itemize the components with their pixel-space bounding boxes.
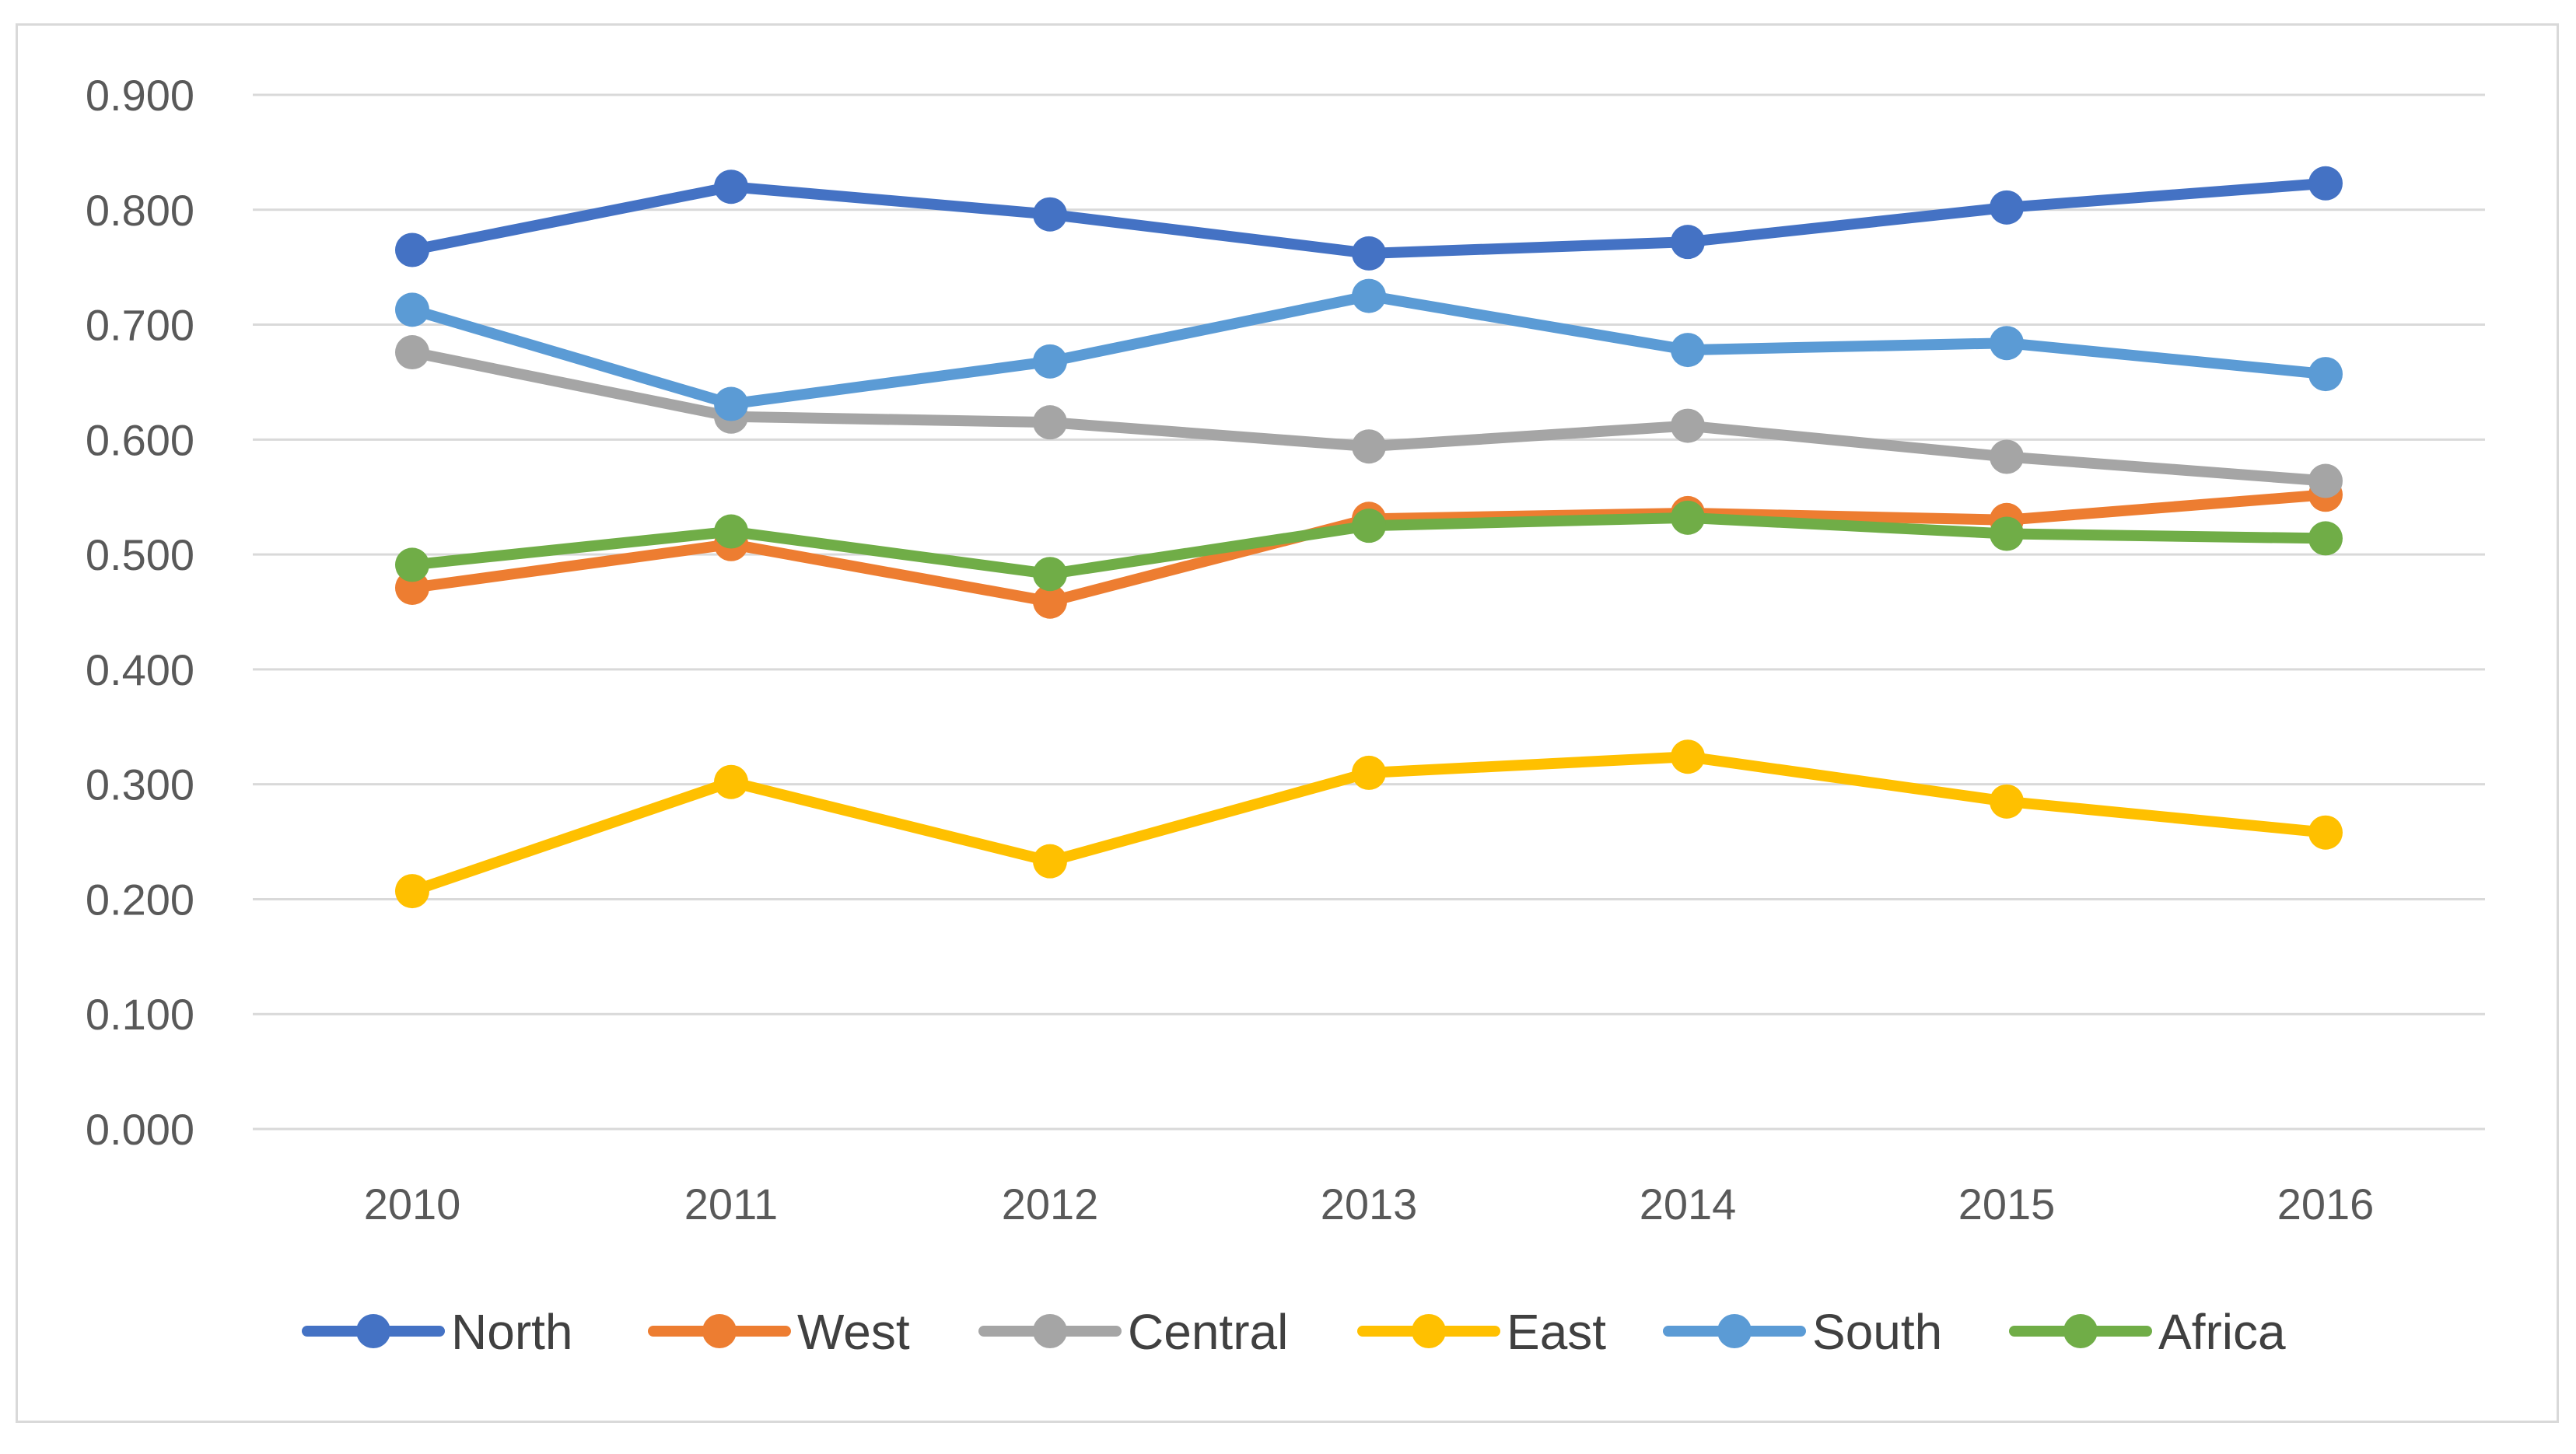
legend-marker-south (1717, 1314, 1752, 1348)
legend-item-south: South (1663, 1304, 1942, 1360)
data-point-south-2010 (395, 292, 429, 327)
data-point-south-2014 (1671, 333, 1705, 368)
data-point-central-2014 (1671, 408, 1705, 443)
legend-label: North (451, 1304, 573, 1360)
series-south (395, 278, 2343, 421)
data-point-north-2013 (1352, 236, 1386, 271)
y-tick-label: 0.200 (86, 875, 194, 924)
data-point-africa-2013 (1352, 509, 1386, 544)
data-point-north-2010 (395, 232, 429, 267)
y-tick-label: 0.600 (86, 415, 194, 464)
legend-marker-west (702, 1314, 737, 1348)
x-tick-label: 2016 (2277, 1180, 2375, 1229)
y-tick-label: 0.700 (86, 301, 194, 350)
data-point-africa-2010 (395, 547, 429, 582)
data-point-africa-2014 (1671, 500, 1705, 535)
legend-label: Central (1128, 1304, 1288, 1360)
y-tick-label: 0.900 (86, 71, 194, 120)
data-point-africa-2016 (2308, 521, 2343, 556)
data-point-south-2015 (1990, 326, 2024, 361)
legend-label: West (797, 1304, 910, 1360)
data-point-north-2012 (1033, 197, 1067, 232)
data-point-north-2011 (714, 170, 748, 204)
legend-marker-north (356, 1314, 390, 1348)
data-point-east-2015 (1990, 784, 2024, 819)
x-tick-label: 2013 (1321, 1180, 1418, 1229)
x-tick-label: 2010 (364, 1180, 461, 1229)
y-tick-label: 0.800 (86, 186, 194, 235)
legend-marker-central (1033, 1314, 1067, 1348)
data-point-africa-2011 (714, 514, 748, 549)
legend-label: South (1812, 1304, 1942, 1360)
data-point-east-2014 (1671, 739, 1705, 774)
data-point-north-2014 (1671, 225, 1705, 260)
legend-item-west: West (648, 1304, 910, 1360)
data-point-north-2015 (1990, 190, 2024, 225)
series-africa (395, 500, 2343, 592)
data-point-east-2011 (714, 764, 748, 799)
data-point-central-2012 (1033, 405, 1067, 440)
data-point-south-2011 (714, 386, 748, 421)
data-point-south-2016 (2308, 357, 2343, 392)
legend-marker-east (1412, 1314, 1446, 1348)
data-point-east-2013 (1352, 755, 1386, 790)
data-point-central-2016 (2308, 463, 2343, 498)
data-point-central-2015 (1990, 439, 2024, 474)
legend-item-north: North (302, 1304, 573, 1360)
y-tick-label: 0.300 (86, 760, 194, 809)
x-tick-label: 2014 (1640, 1180, 1737, 1229)
y-tick-label: 0.000 (86, 1105, 194, 1154)
series-central (395, 335, 2343, 498)
series-layer (395, 166, 2343, 909)
y-tick-label: 0.400 (86, 645, 194, 694)
legend: North West Central East South Africa (302, 1304, 2286, 1360)
x-tick-label: 2012 (1002, 1180, 1099, 1229)
series-west (395, 477, 2343, 619)
legend-marker-africa (2063, 1314, 2098, 1348)
data-point-africa-2015 (1990, 516, 2024, 551)
legend-label: East (1507, 1304, 1606, 1360)
x-tick-label: 2011 (684, 1180, 778, 1229)
series-north (395, 166, 2343, 271)
data-point-east-2016 (2308, 815, 2343, 850)
data-point-north-2016 (2308, 166, 2343, 201)
legend-label: Africa (2158, 1304, 2286, 1360)
y-tick-label: 0.100 (86, 990, 194, 1039)
data-point-west-2012 (1033, 584, 1067, 619)
x-axis-ticks: 2010 2011 2012 2013 2014 2015 2016 (364, 1180, 2375, 1229)
x-tick-label: 2015 (1958, 1180, 2056, 1229)
legend-item-africa: Africa (2009, 1304, 2286, 1360)
legend-item-east: East (1357, 1304, 1606, 1360)
chart-frame (16, 23, 2559, 1423)
data-point-central-2013 (1352, 429, 1386, 464)
y-tick-label: 0.500 (86, 530, 194, 579)
data-point-africa-2012 (1033, 557, 1067, 592)
data-point-south-2012 (1033, 344, 1067, 379)
data-point-central-2010 (395, 335, 429, 370)
y-axis-ticks: 0.000 0.100 0.200 0.300 0.400 0.500 0.600 0.700… (86, 71, 194, 1154)
data-point-east-2012 (1033, 844, 1067, 879)
data-point-south-2013 (1352, 278, 1386, 313)
series-east (395, 739, 2343, 909)
legend-item-central: Central (978, 1304, 1288, 1360)
data-point-east-2010 (395, 874, 429, 909)
